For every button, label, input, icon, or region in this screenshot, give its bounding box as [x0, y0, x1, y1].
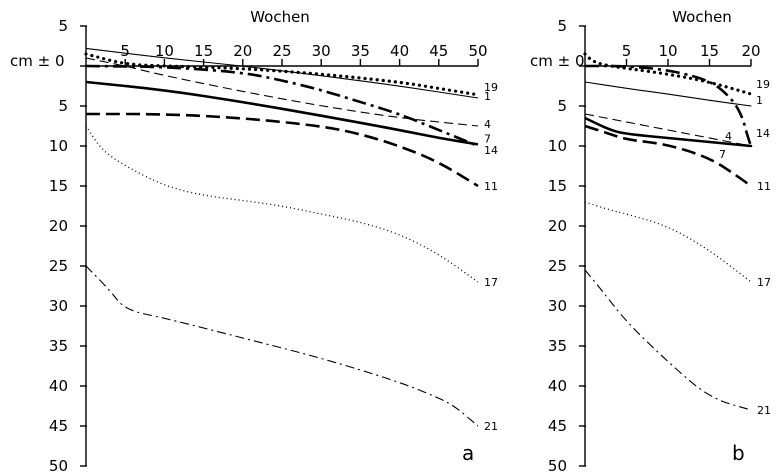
x-tick-label: 5 — [120, 42, 130, 60]
y-zero-unit-label: cm ± 0 — [530, 52, 585, 70]
y-tick-label: 30 — [49, 297, 68, 315]
x-tick-label: 20 — [233, 42, 252, 60]
y-tick-label: 15 — [548, 177, 567, 195]
series-line-21 — [85, 265, 479, 427]
y-tick-label: 45 — [548, 417, 567, 435]
y-tick-label: 5 — [58, 17, 68, 35]
x-tick-label: 40 — [390, 42, 409, 60]
series-label-1: 1 — [484, 90, 491, 103]
x-tick-label: 15 — [700, 42, 719, 60]
y-tick-label: 5 — [58, 97, 68, 115]
series-label-19: 19 — [756, 78, 770, 91]
y-tick-label: 40 — [49, 377, 68, 395]
x-tick-label: 30 — [312, 42, 331, 60]
y-tick-label: 5 — [557, 17, 567, 35]
series-line-17 — [584, 201, 752, 283]
x-tick-label: 50 — [468, 42, 487, 60]
panel-letter: a — [462, 441, 474, 465]
y-tick-label: 50 — [49, 457, 68, 472]
x-tick-label: 10 — [658, 42, 677, 60]
series-line-4 — [85, 57, 479, 127]
x-axis-title: Wochen — [672, 8, 732, 26]
series-line-21 — [584, 269, 752, 411]
series-line-1 — [85, 47, 479, 99]
y-tick-label: 45 — [49, 417, 68, 435]
y-tick-label: 15 — [49, 177, 68, 195]
x-tick-label: 25 — [272, 42, 291, 60]
y-tick-label: 30 — [548, 297, 567, 315]
y-tick-label: 50 — [548, 457, 567, 472]
series-label-7: 7 — [484, 132, 491, 145]
y-tick-label: 5 — [557, 97, 567, 115]
series-label-17: 17 — [757, 276, 771, 289]
y-tick-label: 20 — [548, 217, 567, 235]
series-label-11: 11 — [757, 180, 771, 193]
series-line-7 — [584, 116, 753, 148]
y-tick-label: 25 — [49, 257, 68, 275]
series-label-17: 17 — [484, 276, 498, 289]
x-tick-label: 20 — [741, 42, 760, 60]
y-tick-label: 20 — [49, 217, 68, 235]
series-line-17 — [85, 125, 479, 283]
x-axis-title: Wochen — [250, 8, 310, 26]
series-label-21: 21 — [484, 420, 498, 433]
y-tick-label: 35 — [49, 337, 68, 355]
y-zero-unit-label: cm ± 0 — [10, 52, 65, 70]
x-tick-label: 10 — [155, 42, 174, 60]
y-tick-label: 10 — [49, 137, 68, 155]
series-label-1: 1 — [756, 94, 763, 107]
series-label-4: 4 — [725, 130, 732, 143]
panel-a: 5 5 10 15 20 25 30 35 40 45 50 5 10 15 20 25 30 35 40 45 50 W… — [10, 8, 498, 472]
x-tick-label: 5 — [622, 42, 632, 60]
x-tick-label: 45 — [429, 42, 448, 60]
series-label-19: 19 — [484, 81, 498, 94]
panel-b: 5 5 10 15 20 25 30 35 40 45 50 5 10 15 20 Wochen cm ± 0 1… — [530, 8, 771, 472]
series-label-14: 14 — [484, 144, 498, 157]
series-line-7 — [85, 80, 479, 146]
y-tick-label: 10 — [548, 137, 567, 155]
series-line-14 — [85, 64, 479, 148]
series-label-7: 7 — [719, 148, 726, 161]
x-tick-label: 15 — [194, 42, 213, 60]
y-tick-label: 35 — [548, 337, 567, 355]
series-line-14 — [585, 64, 753, 148]
series-line-4 — [584, 113, 752, 147]
x-tick-label: 35 — [351, 42, 370, 60]
series-line-19 — [583, 52, 753, 96]
series-label-21: 21 — [757, 404, 771, 417]
y-tick-label: 40 — [548, 377, 567, 395]
y-tick-label: 25 — [548, 257, 567, 275]
series-label-4: 4 — [484, 118, 491, 131]
panel-letter: b — [732, 441, 745, 465]
series-label-11: 11 — [484, 180, 498, 193]
series-line-1 — [584, 81, 752, 107]
series-line-11 — [584, 124, 752, 188]
series-line-11 — [86, 112, 479, 188]
series-label-14: 14 — [756, 127, 770, 140]
